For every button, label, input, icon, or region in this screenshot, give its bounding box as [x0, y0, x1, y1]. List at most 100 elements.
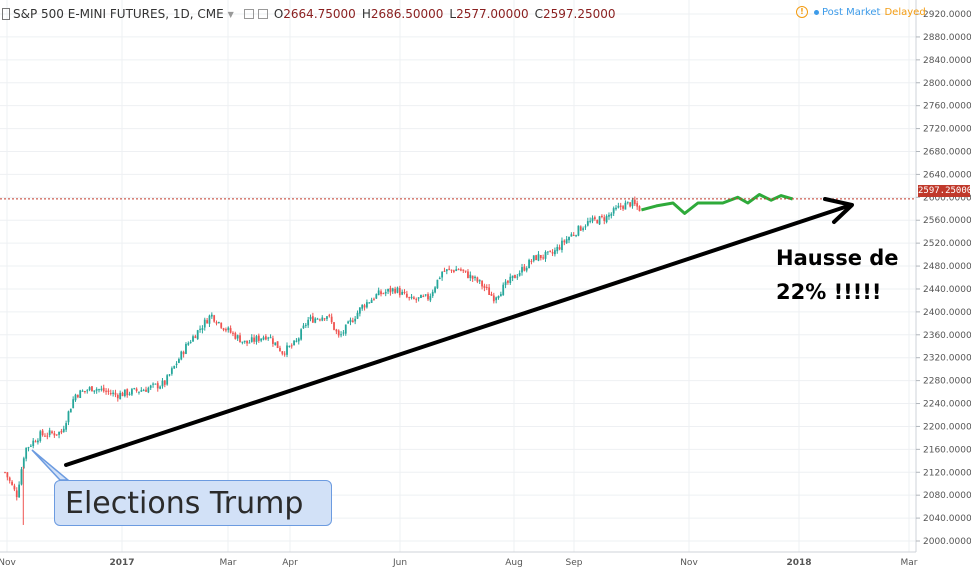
candle-body [546, 251, 549, 253]
candle-body [328, 315, 331, 317]
candle-body [203, 319, 206, 328]
candle-body [11, 481, 13, 485]
candle-body [492, 295, 495, 302]
candle-body [262, 337, 265, 340]
candle-body [32, 440, 35, 447]
candle-body [131, 389, 133, 395]
candle-body [629, 202, 632, 207]
candle-body [481, 280, 483, 287]
candle-body [460, 269, 462, 271]
y-tick-label: 2520.00000 [923, 239, 971, 249]
candle-body [469, 274, 472, 279]
candle-body [408, 297, 411, 299]
candle-body [8, 477, 11, 481]
candle-body [422, 296, 425, 298]
candle-body [514, 274, 516, 279]
candle-body [601, 215, 603, 217]
symbol-title[interactable]: S&P 500 E-MINI FUTURES, 1D, CME [13, 7, 224, 21]
y-tick-label: 2480.00000 [923, 262, 971, 272]
y-tick-label: 2240.00000 [923, 400, 971, 410]
y-tick-label: 2640.00000 [923, 170, 971, 180]
open-label: O [273, 7, 284, 21]
candle-body [196, 330, 199, 339]
candle-body [309, 316, 312, 320]
callout-pointer [31, 449, 70, 481]
candle-body [603, 217, 606, 221]
candle-body [264, 336, 267, 340]
candle-body [427, 294, 429, 300]
candle-body [274, 342, 277, 346]
candle-body [288, 345, 291, 347]
candle-body [140, 390, 143, 392]
candle-body [528, 259, 530, 269]
candle-body [483, 285, 486, 288]
candle-body [598, 216, 601, 225]
candle-body [405, 293, 408, 298]
candle-body [612, 208, 615, 214]
y-tick-label: 2400.00000 [923, 308, 971, 318]
candle-body [4, 472, 6, 474]
candle-body [636, 203, 639, 207]
candle-body [450, 269, 453, 271]
candle-body [344, 324, 347, 334]
settings-icon[interactable] [243, 9, 254, 19]
elections-callout[interactable]: Elections Trump [54, 480, 332, 526]
candle-body [384, 291, 387, 294]
candle-body [464, 270, 467, 272]
gain-line-1: Hausse de [776, 246, 899, 270]
y-tick-label: 2560.00000 [923, 216, 971, 226]
candle-body [532, 255, 535, 261]
candle-body [51, 431, 53, 433]
candle-body [495, 297, 498, 301]
warning-icon[interactable]: ! [796, 6, 808, 18]
candle-body [349, 319, 352, 322]
open-value: 2664.75000 [283, 7, 356, 21]
candle-body [610, 213, 613, 216]
candle-body [22, 458, 25, 469]
candle-body [187, 343, 190, 345]
candle-body [304, 324, 307, 326]
candle-body [605, 215, 608, 223]
candle-body [622, 206, 624, 209]
candle-body [535, 255, 538, 261]
candle-body [455, 269, 458, 272]
candle-body [565, 239, 568, 244]
candle-body [126, 389, 129, 396]
candle-body [25, 447, 28, 459]
candle-body [551, 252, 554, 254]
candle-body [210, 314, 213, 317]
candle-body [593, 217, 596, 220]
candle-body [556, 246, 559, 252]
y-tick-label: 2360.00000 [923, 331, 971, 341]
candle-body [485, 287, 488, 289]
candle-body [307, 319, 310, 326]
candle-body [302, 325, 305, 329]
candle-body [55, 434, 58, 436]
hide-icon[interactable] [257, 9, 268, 19]
symbol-header: S&P 500 E-MINI FUTURES, 1D, CME ▼ O 2664.… [0, 6, 616, 22]
candle-body [429, 296, 432, 301]
trend-arrow [64, 197, 854, 467]
candle-body [178, 359, 180, 363]
candle-body [539, 254, 542, 259]
candle-body [102, 387, 105, 392]
candle-body [377, 290, 380, 296]
candle-body [145, 389, 147, 392]
chevron-down-icon[interactable]: ▼ [227, 9, 234, 19]
y-tick-label: 2080.00000 [923, 491, 971, 501]
candle-body [58, 431, 60, 435]
candle-body [452, 270, 455, 272]
candle-body [116, 394, 119, 399]
low-label: L [449, 7, 457, 21]
candle-body [617, 205, 620, 208]
candle-body [180, 351, 183, 360]
candle-body [431, 291, 434, 297]
candle-body [415, 299, 418, 301]
candle-body [436, 279, 439, 289]
candle-body [356, 312, 359, 319]
close-value: 2597.25000 [542, 7, 616, 21]
candle-body [234, 333, 237, 339]
candle-body [504, 281, 507, 286]
candle-body [81, 390, 84, 392]
